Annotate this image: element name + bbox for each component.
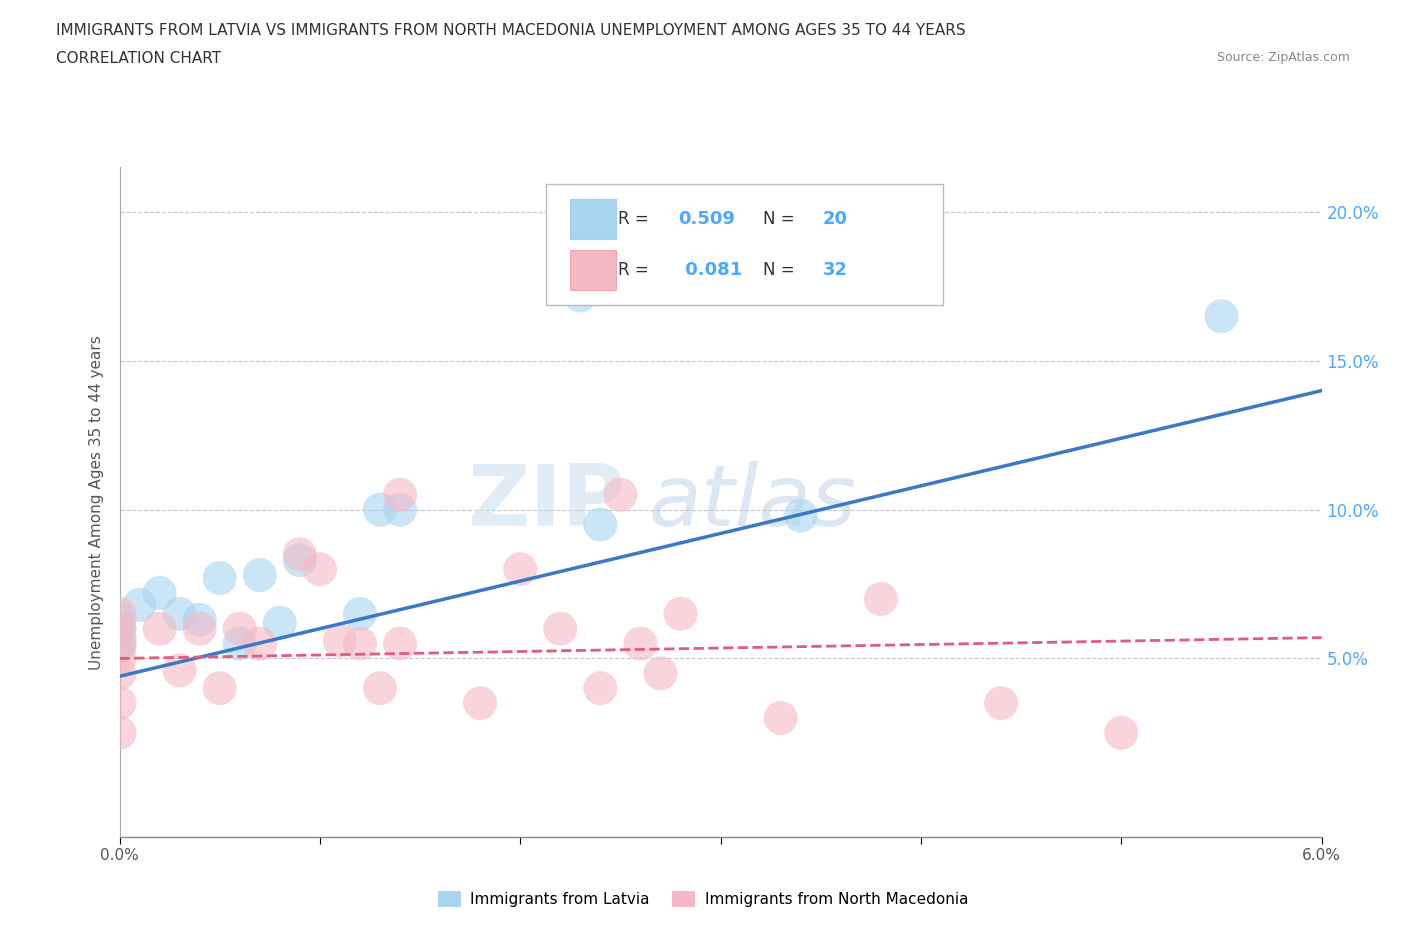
Point xyxy=(569,288,592,303)
Point xyxy=(269,616,291,631)
Text: 0.081: 0.081 xyxy=(679,260,742,279)
Point xyxy=(329,633,352,648)
Point xyxy=(169,663,191,678)
Point xyxy=(208,681,231,696)
Point xyxy=(108,631,131,645)
Text: R =: R = xyxy=(619,209,654,228)
Point xyxy=(388,636,412,651)
Point xyxy=(128,597,150,612)
Point xyxy=(108,621,131,636)
Y-axis label: Unemployment Among Ages 35 to 44 years: Unemployment Among Ages 35 to 44 years xyxy=(89,335,104,670)
Point xyxy=(188,621,211,636)
Legend: Immigrants from Latvia, Immigrants from North Macedonia: Immigrants from Latvia, Immigrants from … xyxy=(432,884,974,913)
Point xyxy=(149,586,172,601)
Point xyxy=(228,636,252,651)
Point xyxy=(169,606,191,621)
Point xyxy=(548,621,571,636)
Point xyxy=(108,606,131,621)
Point xyxy=(349,636,371,651)
Point xyxy=(368,502,391,517)
Point xyxy=(309,562,332,577)
Point xyxy=(108,725,131,740)
Text: ZIP: ZIP xyxy=(467,460,624,544)
Text: Source: ZipAtlas.com: Source: ZipAtlas.com xyxy=(1216,51,1350,64)
Point xyxy=(509,562,531,577)
Point xyxy=(288,552,311,567)
Point xyxy=(630,636,652,651)
Point xyxy=(188,612,211,627)
Point xyxy=(149,621,172,636)
Text: N =: N = xyxy=(762,209,800,228)
Point xyxy=(108,621,131,636)
Point xyxy=(228,621,252,636)
Text: R =: R = xyxy=(619,260,654,279)
Text: CORRELATION CHART: CORRELATION CHART xyxy=(56,51,221,66)
Point xyxy=(208,571,231,586)
Text: 0.0%: 0.0% xyxy=(100,848,139,863)
FancyBboxPatch shape xyxy=(547,184,943,305)
Point xyxy=(990,696,1012,711)
Point xyxy=(108,651,131,666)
Text: 0.509: 0.509 xyxy=(679,209,735,228)
Point xyxy=(388,502,412,517)
Point xyxy=(869,591,891,606)
Point xyxy=(1111,725,1133,740)
Text: IMMIGRANTS FROM LATVIA VS IMMIGRANTS FROM NORTH MACEDONIA UNEMPLOYMENT AMONG AGE: IMMIGRANTS FROM LATVIA VS IMMIGRANTS FRO… xyxy=(56,23,966,38)
Point xyxy=(249,636,271,651)
Text: 32: 32 xyxy=(823,260,848,279)
Point xyxy=(349,606,371,621)
Text: atlas: atlas xyxy=(648,460,856,544)
Point xyxy=(108,636,131,651)
Point xyxy=(589,681,612,696)
Point xyxy=(790,508,813,523)
Point xyxy=(669,606,692,621)
Point xyxy=(249,567,271,582)
Point xyxy=(288,547,311,562)
FancyBboxPatch shape xyxy=(571,198,616,239)
Point xyxy=(108,639,131,654)
Text: 6.0%: 6.0% xyxy=(1302,848,1341,863)
Point xyxy=(468,696,492,711)
Point xyxy=(108,612,131,627)
Point xyxy=(388,487,412,502)
Text: N =: N = xyxy=(762,260,800,279)
Point xyxy=(368,681,391,696)
Point xyxy=(108,696,131,711)
Point xyxy=(1211,309,1233,324)
Text: 20: 20 xyxy=(823,209,848,228)
Point xyxy=(650,666,672,681)
Point xyxy=(108,666,131,681)
Point xyxy=(589,517,612,532)
Point xyxy=(609,487,631,502)
FancyBboxPatch shape xyxy=(571,250,616,290)
Point xyxy=(769,711,792,725)
